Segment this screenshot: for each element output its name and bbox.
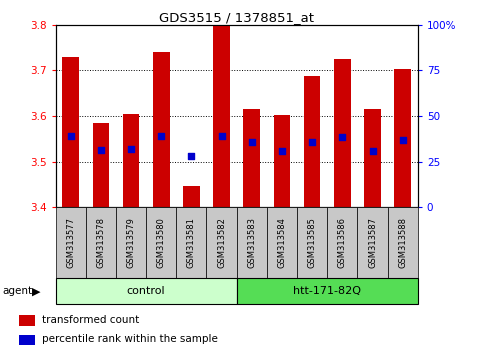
Bar xyxy=(146,207,176,278)
Point xyxy=(399,137,407,142)
Bar xyxy=(62,57,79,207)
Point xyxy=(127,146,135,152)
Bar xyxy=(56,278,237,304)
Point xyxy=(187,153,195,159)
Bar xyxy=(243,109,260,207)
Point xyxy=(369,149,376,154)
Bar xyxy=(116,207,146,278)
Bar xyxy=(388,207,418,278)
Text: GSM313577: GSM313577 xyxy=(66,217,75,268)
Text: GSM313578: GSM313578 xyxy=(96,217,105,268)
Bar xyxy=(183,185,199,207)
Bar xyxy=(357,207,388,278)
Text: GSM313587: GSM313587 xyxy=(368,217,377,268)
Bar xyxy=(19,315,35,326)
Text: agent: agent xyxy=(2,286,32,296)
Text: transformed count: transformed count xyxy=(42,315,139,325)
Point xyxy=(157,133,165,138)
Bar xyxy=(153,52,170,207)
Text: GSM313580: GSM313580 xyxy=(156,217,166,268)
Point xyxy=(97,147,105,153)
Bar xyxy=(176,207,207,278)
Point xyxy=(218,133,226,139)
Bar xyxy=(237,207,267,278)
Bar xyxy=(93,123,109,207)
Bar xyxy=(213,25,230,207)
Bar xyxy=(267,207,297,278)
Bar xyxy=(297,207,327,278)
Text: percentile rank within the sample: percentile rank within the sample xyxy=(42,335,218,344)
Bar xyxy=(334,59,351,207)
Bar xyxy=(86,207,116,278)
Bar xyxy=(123,114,139,207)
Text: GSM313583: GSM313583 xyxy=(247,217,256,268)
Text: GSM313584: GSM313584 xyxy=(277,217,286,268)
Point xyxy=(278,148,286,154)
Point xyxy=(308,139,316,145)
Point xyxy=(67,133,74,139)
Bar xyxy=(274,115,290,207)
Point xyxy=(248,139,256,145)
Bar xyxy=(327,207,357,278)
Text: ▶: ▶ xyxy=(32,286,41,296)
Bar xyxy=(56,207,86,278)
Text: GSM313581: GSM313581 xyxy=(187,217,196,268)
Bar xyxy=(237,278,418,304)
Bar xyxy=(364,109,381,207)
Text: GSM313586: GSM313586 xyxy=(338,217,347,268)
Bar xyxy=(304,76,320,207)
Bar xyxy=(19,335,35,346)
Text: control: control xyxy=(127,286,165,296)
Title: GDS3515 / 1378851_at: GDS3515 / 1378851_at xyxy=(159,11,314,24)
Bar xyxy=(207,207,237,278)
Text: GSM313579: GSM313579 xyxy=(127,217,136,268)
Point xyxy=(339,135,346,140)
Text: htt-171-82Q: htt-171-82Q xyxy=(293,286,361,296)
Bar xyxy=(395,69,411,207)
Text: GSM313585: GSM313585 xyxy=(308,217,317,268)
Text: GSM313588: GSM313588 xyxy=(398,217,407,268)
Text: GSM313582: GSM313582 xyxy=(217,217,226,268)
